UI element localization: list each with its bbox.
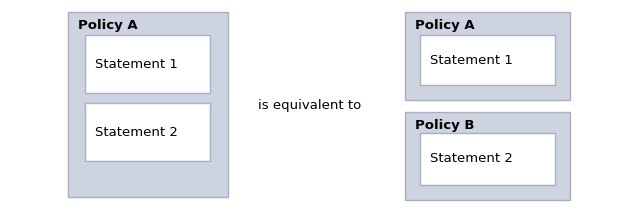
Text: Policy A: Policy A — [78, 20, 138, 33]
Text: Policy A: Policy A — [415, 20, 475, 33]
Text: Policy B: Policy B — [415, 119, 474, 133]
Text: Statement 1: Statement 1 — [430, 54, 513, 67]
FancyBboxPatch shape — [405, 112, 570, 200]
FancyBboxPatch shape — [68, 12, 228, 197]
FancyBboxPatch shape — [420, 133, 555, 185]
Text: Statement 2: Statement 2 — [430, 152, 513, 165]
Text: is equivalent to: is equivalent to — [259, 98, 362, 112]
FancyBboxPatch shape — [405, 12, 570, 100]
FancyBboxPatch shape — [85, 35, 210, 93]
Text: Statement 2: Statement 2 — [95, 126, 178, 139]
FancyBboxPatch shape — [420, 35, 555, 85]
Text: Statement 1: Statement 1 — [95, 58, 178, 71]
FancyBboxPatch shape — [85, 103, 210, 161]
